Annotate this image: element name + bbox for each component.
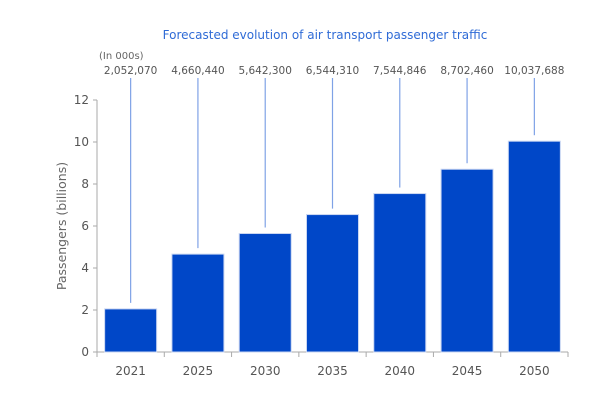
x-tick-label: 2040: [385, 364, 416, 378]
y-tick-label: 6: [81, 219, 89, 233]
data-labels: 2,052,070 4,660,440 5,642,300 6,544,310 7,54…: [104, 65, 564, 303]
bar-2025: [171, 253, 225, 353]
y-tick-label: 12: [74, 93, 89, 107]
bar-2021: [104, 308, 158, 353]
y-axis-label: Passengers (billions): [54, 162, 69, 290]
chart-title: Forecasted evolution of air transport pa…: [163, 28, 488, 42]
bar-2050: [507, 140, 561, 353]
unit-note: (In 000s): [99, 51, 144, 62]
x-tick-label: 2030: [250, 364, 281, 378]
x-tick-label: 2035: [317, 364, 348, 378]
data-label: 6,544,310: [306, 65, 359, 77]
bar-2035: [306, 214, 359, 353]
y-tick-label: 0: [81, 345, 89, 359]
y-axis: 0 2 4 6 8 10 12: [74, 93, 98, 359]
y-tick-label: 10: [74, 135, 89, 149]
bars: [104, 140, 561, 353]
y-tick-label: 2: [81, 303, 89, 317]
data-label: 8,702,460: [440, 65, 493, 77]
bar-2045: [440, 168, 494, 353]
y-tick-label: 8: [81, 177, 89, 191]
data-label: 4,660,440: [171, 65, 224, 77]
bar-2040: [373, 193, 427, 353]
x-tick-label: 2025: [183, 364, 214, 378]
y-tick-label: 4: [81, 261, 89, 275]
x-tick-label: 2045: [452, 364, 483, 378]
data-label: 7,544,846: [373, 65, 427, 77]
bar-2030: [238, 233, 292, 353]
data-label: 5,642,300: [238, 65, 291, 77]
data-label: 2,052,070: [104, 65, 157, 77]
x-axis: 2021 2025 2030 2035 2040 2045 2050: [96, 351, 569, 378]
x-tick-label: 2050: [519, 364, 550, 378]
x-tick-label: 2021: [115, 364, 146, 378]
data-label: 10,037,688: [504, 65, 564, 77]
